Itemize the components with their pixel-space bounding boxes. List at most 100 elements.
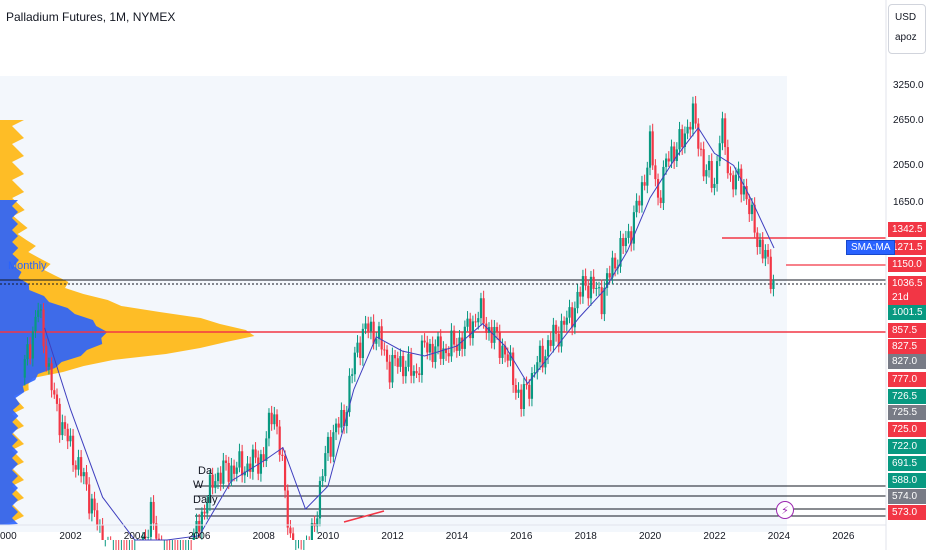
candle-body [579, 291, 582, 297]
candle-body [469, 318, 472, 339]
candle-body [206, 503, 209, 514]
candle-body [90, 498, 93, 514]
candle-body [643, 182, 646, 186]
price-tag[interactable]: 1001.5 [888, 305, 926, 320]
candle-body [77, 457, 80, 470]
candle-body [565, 317, 568, 325]
price-tag[interactable]: 21d 12h [888, 290, 926, 318]
candle-body [750, 204, 754, 215]
price-tag[interactable]: 777.0 [888, 372, 926, 387]
candle-body [761, 239, 764, 259]
candle-body [224, 460, 228, 463]
candle-body [144, 536, 147, 538]
candle-body [267, 412, 271, 439]
candle-body [600, 287, 603, 315]
candle-body [42, 309, 45, 347]
candle-body [769, 256, 772, 290]
price-tag[interactable]: 857.5 [888, 323, 926, 338]
candle-body [222, 460, 225, 484]
candle-body [423, 340, 426, 343]
scale-mode-label[interactable]: apoz [895, 32, 917, 43]
candle-body [428, 343, 432, 353]
candle-body [375, 338, 378, 344]
highlight-zone [0, 76, 787, 532]
candle-body [576, 291, 579, 309]
price-tag[interactable]: 573.0 [888, 505, 926, 520]
weekly-level-label: W [193, 479, 204, 491]
candle-body [554, 324, 558, 334]
candle-body [410, 353, 413, 376]
price-tag[interactable]: 574.0 [888, 489, 926, 504]
candle-body [152, 501, 155, 524]
candle-body [232, 465, 236, 474]
candle-body [23, 359, 26, 378]
candle-body [514, 385, 517, 393]
candle-body [396, 358, 399, 367]
candle-body [520, 389, 523, 410]
price-tag[interactable]: 725.5 [888, 405, 926, 420]
candle-body [732, 175, 735, 190]
candle-body [667, 158, 670, 162]
candle-body [552, 324, 555, 346]
candle-body [710, 160, 713, 188]
volume-profile-orange [0, 120, 255, 525]
price-tag[interactable]: 1342.5 [888, 222, 926, 237]
unit-selector[interactable]: USD apoz [888, 4, 926, 54]
time-axis-label: 2026 [832, 531, 855, 542]
candle-body [632, 212, 635, 244]
chart-title: Palladium Futures, 1M, NYMEX [6, 10, 176, 24]
candle-body [61, 422, 64, 436]
candle-body [538, 345, 542, 363]
price-tag[interactable]: 1036.5 [888, 276, 926, 291]
price-axis-label: 2650.0 [893, 115, 924, 127]
candle-body [273, 414, 276, 425]
candle-body [506, 354, 509, 361]
candle-body [678, 129, 681, 150]
candle-body [399, 356, 402, 367]
candle-body [88, 484, 91, 514]
price-tag[interactable]: 1271.5 [888, 240, 926, 255]
candle-body [281, 454, 284, 456]
price-tag[interactable]: 827.5 [888, 339, 926, 354]
candle-body [699, 148, 703, 150]
candle-body [742, 186, 746, 195]
candle-body [466, 318, 469, 327]
price-tag[interactable]: 588.0 [888, 473, 926, 488]
candle-body [597, 287, 601, 289]
candle-body [630, 231, 633, 244]
candle-body [498, 331, 501, 358]
candle-body [670, 146, 673, 162]
price-axis-label: 2050.0 [893, 159, 924, 171]
candle-body [758, 239, 762, 247]
price-tag[interactable]: 726.5 [888, 389, 926, 404]
candle-body [407, 353, 410, 367]
candle-body [549, 340, 552, 346]
candle-body [479, 298, 483, 319]
price-tag[interactable]: 827.0 [888, 354, 926, 369]
candle-body [31, 331, 34, 359]
price-tag[interactable]: 725.0 [888, 422, 926, 437]
candle-body [477, 318, 480, 323]
candle-body [525, 384, 528, 386]
candle-body [707, 160, 711, 171]
candle-body [369, 321, 373, 332]
candle-body [348, 375, 351, 413]
candle-body [404, 366, 407, 377]
currency-label[interactable]: USD [895, 12, 917, 23]
candle-body [353, 352, 356, 375]
candle-body [640, 182, 644, 206]
price-tag[interactable]: 722.0 [888, 439, 926, 454]
candle-body [310, 523, 313, 540]
candle-body [200, 511, 203, 532]
price-tag[interactable]: 691.5 [888, 456, 926, 471]
sma-legend-tag[interactable]: SMA:MA [846, 240, 896, 255]
candle-body [772, 280, 775, 290]
lightning-icon[interactable]: ⚡ [776, 501, 794, 519]
candle-body [748, 199, 751, 215]
candle-body [474, 321, 477, 323]
candle-body [74, 465, 77, 470]
price-tag[interactable]: 1150.0 [888, 257, 926, 272]
candle-body [275, 414, 279, 427]
